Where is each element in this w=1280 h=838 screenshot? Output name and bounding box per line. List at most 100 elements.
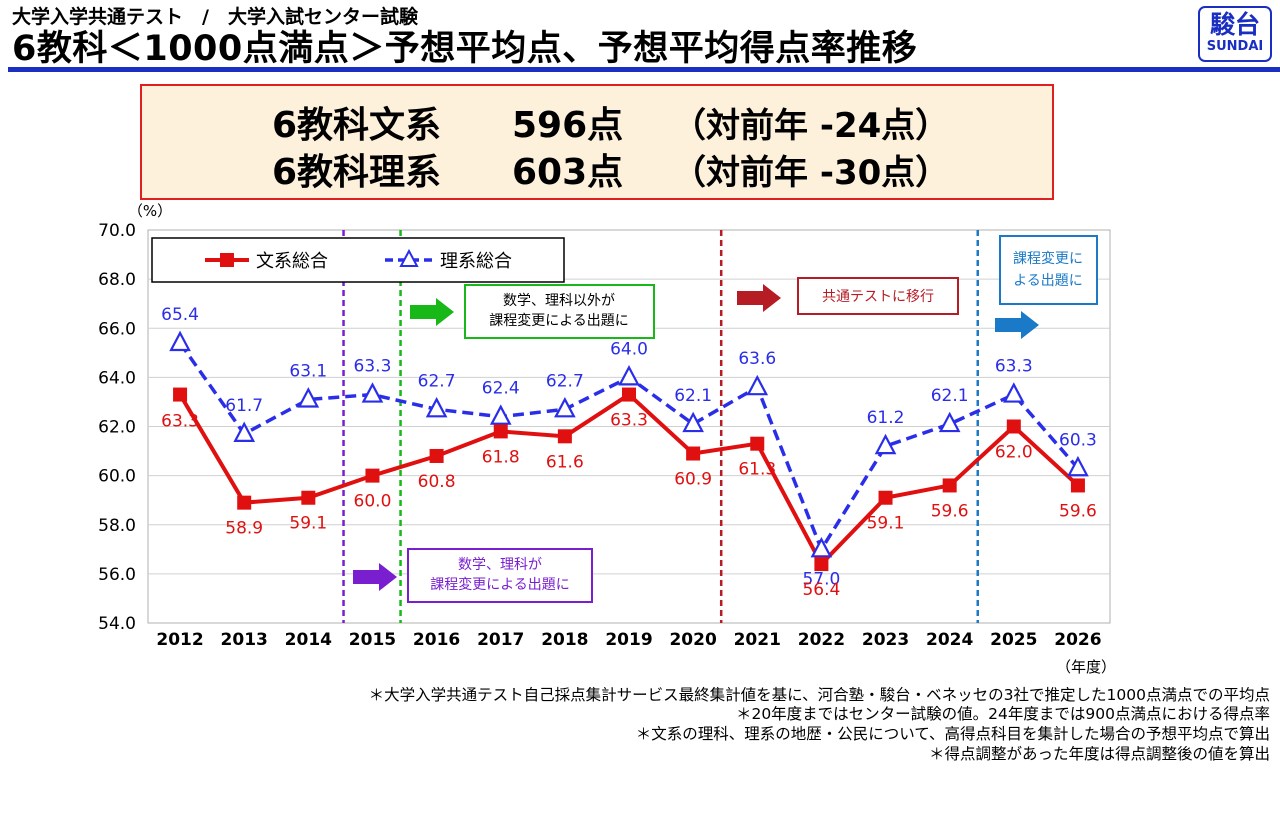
data-label-bunkei: 61.8 [482,447,520,467]
arrow-icon [995,311,1039,339]
data-label-bunkei: 59.1 [289,514,327,534]
data-point-bunkei [493,424,508,439]
data-label-bunkei: 60.9 [674,470,712,490]
legend-label-rikei: 理系総合 [440,251,512,272]
data-label-rikei: 62.7 [546,371,584,391]
annotation-text: 数学、理科が [458,557,542,573]
data-label-rikei: 63.3 [995,357,1033,377]
x-tick-label: 2024 [926,630,973,650]
arrow-icon [410,298,454,326]
data-point-rikei [746,374,769,396]
x-tick-label: 2025 [990,630,1037,650]
annotation-box [797,277,959,315]
data-label-bunkei: 60.0 [354,492,392,512]
x-tick-label: 2026 [1054,630,1101,650]
data-point-rikei [233,421,256,442]
x-tick-label: 2015 [349,630,396,650]
y-tick-label: 60.0 [98,467,136,487]
data-point-bunkei [237,495,252,510]
logo-english: SUNDAI [1206,39,1264,54]
y-axis-unit: （%） [128,202,172,220]
data-label-bunkei: 62.0 [995,443,1033,463]
data-label-rikei: 63.6 [738,349,776,369]
y-tick-label: 58.0 [98,516,136,536]
data-point-bunkei [942,478,957,493]
legend-label-bunkei: 文系総合 [256,251,328,272]
data-point-rikei [682,411,704,433]
data-label-bunkei: 58.9 [225,519,263,539]
x-tick-label: 2017 [477,630,524,650]
data-point-bunkei [1006,419,1021,434]
data-label-bunkei: 59.1 [867,514,905,534]
data-point-rikei [425,396,448,418]
footnote: ＊文系の理科、理系の地歴・公民について、高得点科目を集計した場合の予想平均点で算… [635,725,1270,743]
y-tick-label: 70.0 [98,221,136,241]
summary-row-rikei: 6教科理系 603点 （対前年 -30点） [272,143,949,195]
x-tick-label: 2020 [669,630,716,650]
data-label-rikei: 61.2 [867,408,905,428]
data-label-bunkei: 56.4 [802,580,840,600]
summary-row-bunkei: 6教科文系 596点 （対前年 -24点） [272,96,949,148]
data-point-bunkei [686,446,701,461]
summary-change: （対前年 -30点） [672,153,950,193]
summary-box: 6教科文系 596点 （対前年 -24点） 6教科理系 603点 （対前年 -30点） [140,84,1054,200]
x-tick-label: 2012 [156,630,203,650]
data-label-bunkei: 63.3 [161,412,199,432]
arrow-icon [737,284,781,312]
arrow-icon [353,563,397,591]
summary-score: 596点 [512,105,624,146]
summary-change: （対前年 -24点） [672,106,950,146]
annotation-text: 共通テストに移行 [822,289,934,305]
page-subtitle: 大学入学共通テスト / 大学入試センター試験 [12,6,418,28]
data-label-bunkei: 61.6 [546,452,584,472]
x-tick-label: 2021 [734,630,781,650]
data-label-bunkei: 61.3 [738,460,776,480]
data-label-rikei: 62.7 [418,371,456,391]
data-point-bunkei [622,387,636,402]
annotation-box [999,235,1098,305]
summary-score: 603点 [512,152,624,193]
annotation-box [464,284,655,339]
data-label-rikei: 62.1 [674,386,712,406]
annotation-text: 数学、理科以外が [503,293,615,309]
footnote: ＊20年度まではセンター試験の値。24年度までは900点満点における得点率 [735,705,1270,723]
data-label-rikei: 60.3 [1059,430,1097,450]
annotation-text: よる出題に [1013,273,1083,289]
data-point-rikei [297,387,320,408]
data-label-rikei: 64.0 [610,339,648,359]
data-point-rikei [169,330,191,352]
data-point-bunkei [173,387,188,402]
score-rate-line-chart: 54.0 56.0 58.0 60.0 62.0 64.0 66.0 68.0 70.0（%） （… [98,202,1116,676]
data-point-bunkei [429,448,444,463]
y-tick-label: 54.0 [98,614,136,634]
footnote: ＊得点調整があった年度は得点調整後の値を算出 [928,745,1270,763]
data-label-rikei: 61.7 [225,396,263,416]
data-label-bunkei: 59.6 [1059,501,1097,521]
x-tick-label: 2016 [413,630,460,650]
data-point-bunkei [301,490,316,505]
data-point-rikei [1067,455,1089,477]
x-tick-label: 2023 [862,630,909,650]
data-label-rikei: 65.4 [161,305,199,325]
y-tick-label: 64.0 [98,368,136,388]
title-underline [8,67,1280,72]
data-label-rikei: 57.0 [802,569,840,589]
footnote: ＊大学入学共通テスト自己採点集計サービス最終集計値を基に、河合塾・駿台・ベネッセ… [368,686,1270,704]
x-axis-unit: （年度） [1056,658,1116,676]
data-label-bunkei: 63.3 [610,411,648,431]
data-label-rikei: 62.1 [931,386,969,406]
data-point-rikei [1002,382,1025,403]
data-point-bunkei [557,429,572,444]
annotation-text: 課程変更による出題に [489,312,629,329]
data-point-rikei [810,536,833,558]
page-title: 6教科＜1000点満点＞予想平均点、予想平均得点率推移 [12,29,918,69]
annotation-text: 課程変更に [1013,250,1083,267]
data-point-bunkei [750,436,765,451]
x-tick-label: 2019 [605,630,652,650]
annotation-box [407,548,593,603]
y-tick-label: 56.0 [98,565,136,585]
data-point-rikei [489,404,512,425]
logo-kanji: 駿台 [1209,10,1260,39]
data-point-rikei [618,365,640,386]
y-tick-label: 66.0 [98,319,136,339]
